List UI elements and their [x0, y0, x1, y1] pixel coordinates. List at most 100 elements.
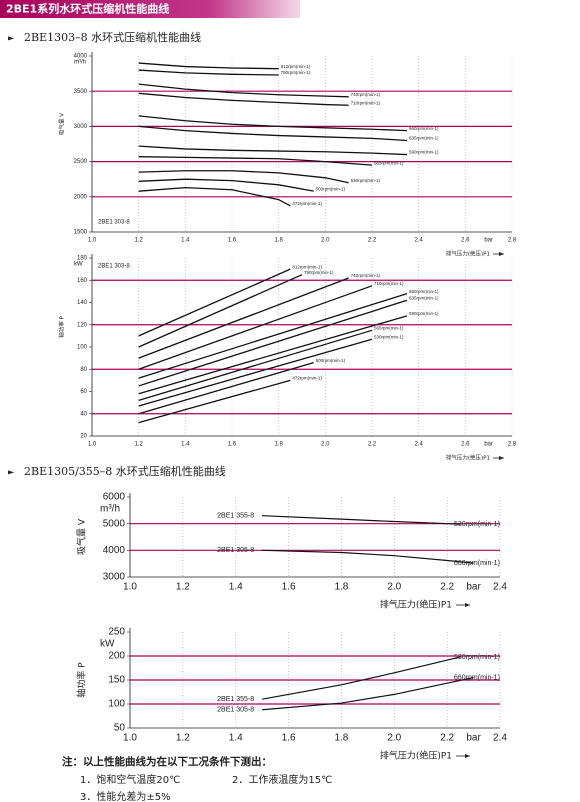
series-name: 2BE1 355-8: [217, 513, 254, 520]
arrow-head: [465, 754, 470, 758]
x-tick-label: 1.8: [334, 582, 348, 593]
x-tick-label: 2.2: [440, 733, 454, 744]
x-tick-label: 2.0: [321, 442, 330, 448]
rpm-label: 660rpm(min-1): [454, 560, 500, 567]
rpm-label: 590rpm(min-1): [409, 150, 439, 155]
rpm-label: 635rpm(min-1): [409, 295, 439, 300]
note: 2．工作液温度为15℃: [232, 773, 332, 786]
y-tick-label: 80: [80, 367, 87, 373]
rpm-label: 660rpm(min-1): [409, 289, 439, 294]
curve: [138, 145, 408, 156]
y-tick-label: 200: [108, 651, 125, 662]
y-tick-label: 160: [77, 278, 88, 284]
section-title: 2BE1303–8 水环式压缩机性能曲线: [24, 30, 201, 44]
arrow-head: [465, 603, 470, 607]
rpm-label: 472rpm(min-1): [292, 376, 322, 381]
y-tick-label: 6000: [103, 492, 126, 503]
arrow-head: [499, 456, 504, 460]
y-unit: kW: [100, 639, 115, 650]
curve: [138, 156, 373, 166]
curve: [138, 315, 408, 395]
y-tick-label: 40: [80, 411, 87, 417]
x-tick-label: 1.6: [228, 238, 237, 244]
curve: [138, 292, 408, 379]
curve: [138, 274, 303, 348]
section-title: 2BE1305/355–8 水环式压缩机性能曲线: [24, 464, 226, 478]
x-tick-label: 1.0: [123, 733, 137, 744]
y-tick-label: 150: [108, 675, 125, 686]
rpm-label: 530rpm(min-1): [351, 178, 381, 183]
rpm-label: 710rpm(min-1): [351, 100, 381, 105]
curve: [138, 186, 291, 207]
curve: [138, 115, 408, 132]
x-tick-label: 1.8: [274, 238, 283, 244]
note: 1．饱和空气温度20℃: [80, 773, 180, 786]
curve: [138, 268, 291, 337]
rpm-label: 740rpm(min-1): [351, 92, 381, 97]
y-unit: m³/h: [100, 504, 120, 515]
annotation: 2BE1 303-8: [98, 264, 130, 270]
x-unit: bar: [484, 238, 493, 244]
y-tick-label: 2500: [74, 159, 88, 165]
curve: [262, 656, 461, 700]
curve: [138, 92, 349, 106]
curve: [138, 285, 373, 370]
x-axis-title: 排气压力(绝压)P1: [446, 454, 490, 462]
x-tick-label: 1.4: [229, 733, 243, 744]
y-unit: m³/h: [74, 60, 86, 66]
rpm-label: 790rpm(min-1): [304, 270, 334, 275]
rpm-label: 565rpm(min-1): [374, 160, 404, 165]
x-tick-label: 1.4: [229, 582, 243, 593]
y-tick-label: 3000: [74, 124, 88, 130]
rpm-label: 500rpm(min-1): [316, 186, 346, 191]
rpm-label: 530rpm(min-1): [374, 334, 404, 339]
y-tick-label: 5000: [103, 518, 126, 529]
rpm-label: 812rpm(min-1): [281, 64, 311, 69]
series-name: 2BE1 305-8: [217, 707, 254, 714]
y-tick-label: 250: [108, 627, 125, 638]
y-tick-label: 60: [80, 389, 87, 395]
x-tick-label: 2.4: [493, 582, 507, 593]
x-tick-label: 2.8: [508, 238, 517, 244]
y-axis-title: 吸气量 V: [58, 113, 66, 135]
x-tick-label: 1.2: [176, 582, 190, 593]
x-tick-label: 2.4: [414, 238, 423, 244]
arrow-head: [499, 252, 504, 256]
x-tick-label: 2.0: [387, 733, 401, 744]
curve: [138, 299, 408, 387]
rpm-label: 660rpm(min-1): [454, 674, 500, 681]
x-tick-label: 2.6: [461, 238, 470, 244]
x-tick-label: 1.2: [134, 238, 143, 244]
y-tick-label: 4000: [74, 54, 88, 60]
x-tick-label: 2.0: [387, 582, 401, 593]
rpm-label: 472rpm(min-1): [292, 201, 322, 206]
curve: [262, 515, 461, 525]
rpm-label: 500rpm(min-1): [316, 358, 346, 363]
y-tick-label: 3000: [103, 572, 126, 583]
x-tick-label: 2.4: [493, 733, 507, 744]
curve: [138, 83, 349, 98]
rpm-label: 635rpm(min-1): [409, 136, 439, 141]
y-axis-title: 轴功率 P: [58, 316, 66, 338]
x-tick-label: 1.4: [181, 238, 190, 244]
x-tick-label: 1.6: [282, 582, 296, 593]
x-unit: bar: [484, 442, 493, 448]
x-tick-label: 2.2: [368, 238, 377, 244]
x-tick-label: 1.2: [176, 733, 190, 744]
y-tick-label: 3500: [74, 89, 88, 95]
rpm-label: 590rpm(min-1): [409, 311, 439, 316]
x-tick-label: 1.0: [88, 442, 97, 448]
y-tick-label: 20: [80, 434, 87, 440]
y-tick-label: 120: [77, 322, 88, 328]
curve: [138, 62, 279, 70]
x-tick-label: 1.6: [282, 733, 296, 744]
x-tick-label: 2.6: [461, 442, 470, 448]
y-tick-label: 100: [77, 345, 88, 351]
x-axis-title: 排气压力(绝压)P1: [446, 250, 490, 258]
y-tick-label: 1500: [74, 230, 88, 236]
y-axis-title: 吸气量 V: [76, 518, 88, 555]
curve: [138, 178, 314, 192]
bullet: ►: [8, 34, 15, 43]
y-tick-label: 180: [77, 256, 88, 262]
